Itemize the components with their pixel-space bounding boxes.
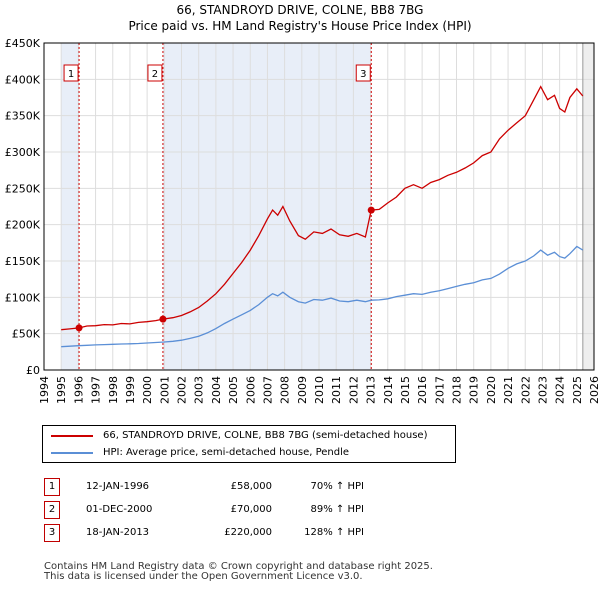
legend-item-property: 66, STANDROYD DRIVE, COLNE, BB8 7BG (sem… [51, 428, 451, 444]
x-tick-label: 2016 [416, 376, 429, 404]
footer: Contains HM Land Registry data © Crown c… [44, 562, 433, 582]
x-tick-label: 2025 [571, 376, 584, 404]
legend-label-property: 66, STANDROYD DRIVE, COLNE, BB8 7BG (sem… [103, 430, 428, 441]
legend-item-hpi: HPI: Average price, semi-detached house,… [51, 445, 451, 461]
x-tick-label: 2022 [519, 376, 532, 404]
sale-price: £70,000 [230, 504, 272, 515]
x-tick-label: 2021 [502, 376, 515, 404]
legend-swatch-property [51, 435, 93, 437]
x-tick-label: 2026 [588, 376, 600, 404]
legend-swatch-hpi [51, 452, 93, 454]
x-tick-label: 2001 [158, 376, 171, 404]
plot-border [43, 42, 595, 371]
sale-marker-2 [159, 315, 167, 323]
x-tick-label: 2010 [313, 376, 326, 404]
shade-period-0 [61, 43, 80, 370]
x-tick-label: 1995 [55, 376, 68, 404]
sale-marker-1 [75, 324, 83, 332]
x-tick-label: 2012 [347, 376, 360, 404]
x-tick-label: 2018 [451, 376, 464, 404]
table-row: 1 12-JAN-1996 £58,000 70% ↑ HPI [44, 475, 364, 498]
table-row: 2 01-DEC-2000 £70,000 89% ↑ HPI [44, 498, 364, 521]
sale-marker-3 [367, 206, 375, 214]
series-line-hpi [61, 245, 584, 348]
legend: 66, STANDROYD DRIVE, COLNE, BB8 7BG (sem… [42, 425, 456, 463]
table-row: 3 18-JAN-2013 £220,000 128% ↑ HPI [44, 521, 364, 544]
shade-future [582, 43, 594, 370]
x-tick-label: 2003 [193, 376, 206, 404]
sale-hpi-change: 128% ↑ HPI [304, 527, 364, 538]
x-tick-label: 2009 [296, 376, 309, 404]
x-tick-label: 2007 [261, 376, 274, 404]
sale-label-3: 3 [360, 69, 366, 80]
sale-number-badge: 3 [44, 523, 60, 542]
y-tick-label: £450K [5, 37, 41, 50]
x-tick-label: 2006 [244, 376, 257, 404]
x-tick-label: 2004 [210, 376, 223, 404]
x-tick-label: 1999 [124, 376, 137, 404]
x-tick-label: 2023 [536, 376, 549, 404]
x-tick-label: 1994 [38, 376, 51, 404]
footer-copyright: Contains HM Land Registry data © Crown c… [44, 561, 433, 572]
sale-label-box-1 [63, 64, 79, 82]
sale-date: 01-DEC-2000 [86, 504, 153, 515]
x-tick-label: 1998 [107, 376, 120, 404]
y-tick-label: £250K [5, 182, 41, 195]
y-tick-label: £50K [12, 328, 41, 341]
sale-hpi-change: 70% ↑ HPI [310, 481, 364, 492]
x-tick-label: 2013 [365, 376, 378, 404]
x-tick-label: 2014 [382, 376, 395, 404]
x-tick-label: 2008 [279, 376, 292, 404]
x-tick-label: 2017 [433, 376, 446, 404]
sale-label-box-3 [355, 64, 371, 82]
sale-hpi-change: 89% ↑ HPI [310, 504, 364, 515]
y-tick-label: £100K [5, 291, 41, 304]
y-tick-label: £0 [26, 364, 40, 377]
price-chart: £0 £50K £100K £150K £200K £250K £300K £350K £400… [5, 37, 600, 404]
sale-number-badge: 1 [44, 477, 60, 496]
y-tick-label: £400K [5, 73, 41, 86]
x-tick-label: 2015 [399, 376, 412, 404]
x-tick-label: 2019 [468, 376, 481, 404]
sale-price: £220,000 [224, 527, 272, 538]
x-tick-label: 1996 [72, 376, 85, 404]
x-tick-label: 2020 [485, 376, 498, 404]
y-tick-label: £300K [5, 146, 41, 159]
x-tick-label: 2005 [227, 376, 240, 404]
x-tick-label: 1997 [90, 376, 103, 404]
x-tick-label: 2000 [141, 376, 154, 404]
x-tick-label: 2002 [176, 376, 189, 404]
legend-label-hpi: HPI: Average price, semi-detached house,… [103, 447, 350, 458]
x-tick-label: 2024 [554, 376, 567, 404]
sale-label-box-2 [147, 64, 163, 82]
chart-title-line1: 66, STANDROYD DRIVE, COLNE, BB8 7BG [176, 3, 424, 17]
y-tick-label: £200K [5, 219, 41, 232]
sale-date: 18-JAN-2013 [86, 527, 150, 538]
sales-table: 1 12-JAN-1996 £58,000 70% ↑ HPI 2 01-DEC… [44, 475, 364, 544]
sale-label-2: 2 [152, 69, 158, 80]
y-tick-label: £350K [5, 110, 41, 123]
footer-licence: This data is licensed under the Open Gov… [44, 571, 363, 582]
sale-number-badge: 2 [44, 500, 60, 519]
y-tick-label: £150K [5, 255, 41, 268]
x-tick-label: 2011 [330, 376, 343, 404]
sale-label-1: 1 [68, 69, 74, 80]
chart-title-line2: Price paid vs. HM Land Registry's House … [128, 19, 472, 33]
sale-date: 12-JAN-1996 [86, 481, 150, 492]
sale-price: £58,000 [230, 481, 272, 492]
series-line-property [61, 85, 584, 331]
